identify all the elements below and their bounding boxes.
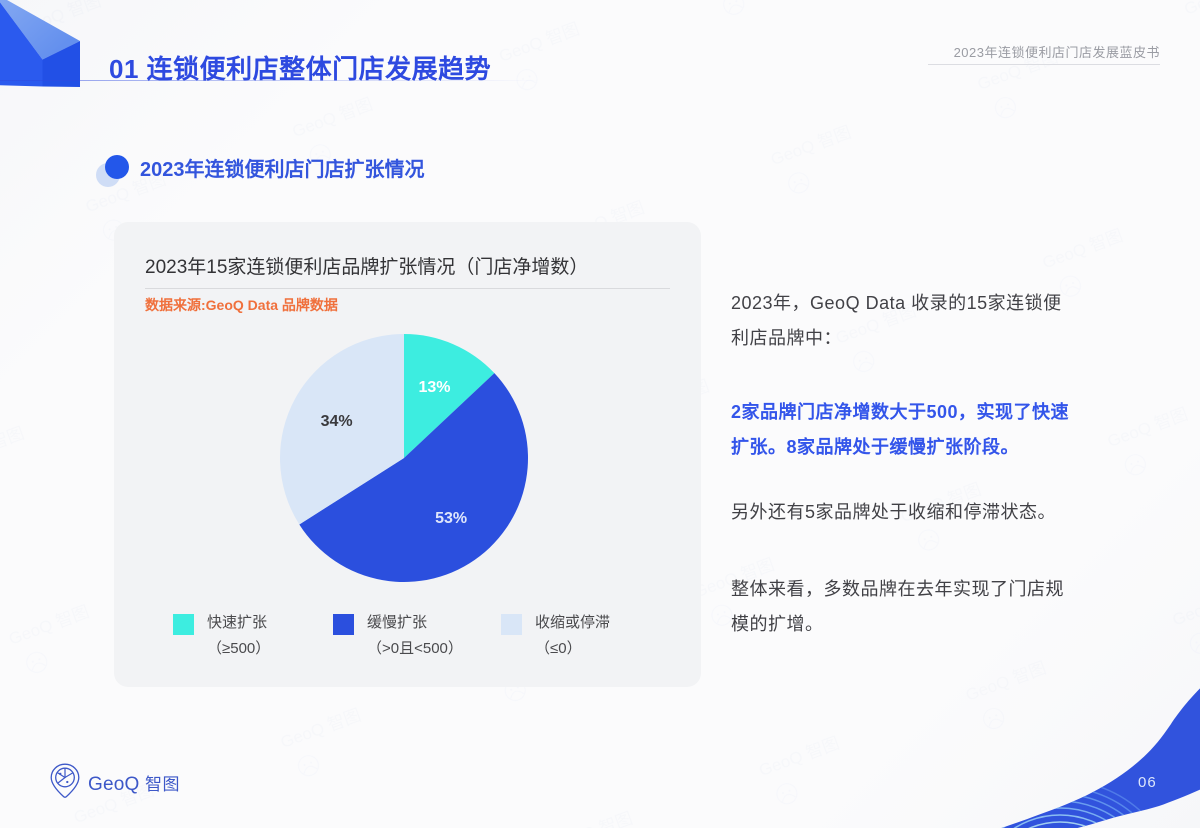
svg-text:06: 06 (1138, 774, 1157, 791)
